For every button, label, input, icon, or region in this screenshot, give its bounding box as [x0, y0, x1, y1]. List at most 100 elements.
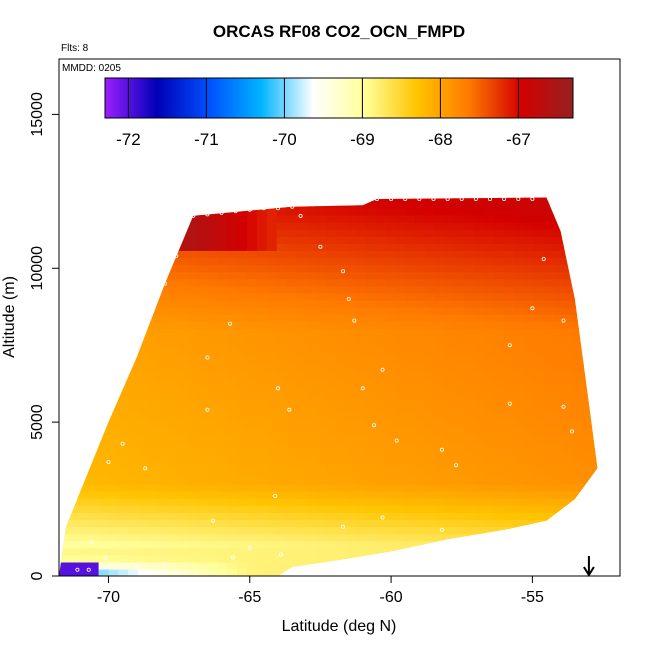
heatmap-cell [286, 420, 297, 428]
heatmap-cell [365, 491, 377, 499]
heatmap-cell [464, 561, 476, 570]
heatmap-cell [345, 420, 357, 428]
heatmap-cell [365, 328, 377, 336]
heatmap-cell [484, 314, 495, 322]
heatmap-cell [395, 292, 406, 301]
heatmap-cell [533, 512, 545, 520]
heatmap-cell [138, 469, 149, 478]
heatmap-cell [237, 200, 248, 209]
heatmap-cell [217, 229, 228, 237]
heatmap-cell [217, 399, 228, 407]
heatmap-cell [246, 300, 258, 308]
heatmap-cell [434, 250, 446, 259]
heatmap-cell [326, 399, 337, 407]
heatmap-cell [355, 197, 367, 202]
heatmap-cell [148, 278, 159, 287]
heatmap-cell [385, 271, 396, 280]
heatmap-cell [227, 321, 238, 329]
heatmap-cell [365, 363, 377, 372]
heatmap-cell [118, 554, 129, 563]
heatmap-cell [583, 356, 594, 365]
heatmap-cell [474, 498, 485, 506]
heatmap-cell [286, 384, 297, 393]
heatmap-cell [365, 476, 377, 485]
heatmap-cell [78, 377, 90, 386]
heatmap-cell [296, 307, 307, 315]
heatmap-cell [365, 427, 377, 436]
heatmap-cell [385, 222, 396, 230]
heatmap-cell [573, 187, 584, 195]
heatmap-cell [514, 441, 525, 450]
heatmap-cell [593, 229, 598, 237]
heatmap-cell [167, 229, 179, 237]
heatmap-cell [138, 448, 149, 457]
heatmap-cell [573, 328, 584, 336]
heatmap-cell [306, 307, 317, 315]
heatmap-cell [533, 271, 545, 280]
heatmap-cell [454, 321, 466, 329]
heatmap-cell [266, 498, 278, 506]
heatmap-cell [494, 533, 505, 542]
heatmap-cell [88, 257, 100, 266]
heatmap-cell [593, 441, 598, 450]
heatmap-cell [514, 200, 525, 209]
heatmap-cell [98, 462, 110, 471]
heatmap-cell [79, 187, 90, 195]
heatmap-cell [444, 250, 456, 259]
heatmap-cell [306, 356, 317, 365]
heatmap-cell [553, 399, 565, 407]
heatmap-cell [504, 484, 515, 492]
heatmap-cell [266, 384, 278, 393]
heatmap-cell [187, 561, 199, 570]
heatmap-cell [157, 300, 169, 308]
heatmap-cell [543, 462, 555, 471]
heatmap-cell [148, 264, 159, 273]
heatmap-cell [375, 406, 386, 414]
heatmap-cell [573, 533, 584, 542]
heatmap-cell [345, 533, 357, 542]
heatmap-cell [523, 314, 535, 322]
heatmap-cell [573, 462, 584, 471]
heatmap-cell [533, 328, 545, 336]
heatmap-cell [345, 314, 357, 322]
heatmap-cell [355, 370, 367, 379]
heatmap-cell [167, 257, 179, 266]
heatmap-cell [286, 413, 297, 421]
heatmap-cell [514, 434, 525, 443]
heatmap-cell [563, 342, 574, 351]
heatmap-cell [603, 350, 614, 358]
heatmap-cell [88, 215, 100, 223]
heatmap-cell [187, 356, 199, 365]
heatmap-cell [454, 342, 466, 351]
heatmap-cell [276, 314, 288, 322]
heatmap-cell [217, 476, 228, 485]
heatmap-cell [484, 484, 495, 492]
heatmap-cell [563, 512, 574, 520]
heatmap-cell [484, 222, 495, 230]
heatmap-cell [533, 363, 545, 372]
heatmap-cell [207, 342, 218, 351]
heatmap-cell [504, 285, 515, 294]
heatmap-cell [217, 264, 228, 273]
heatmap-cell [533, 540, 545, 549]
heatmap-cell [286, 349, 297, 358]
heatmap-cell [286, 243, 297, 251]
heatmap-cell [98, 427, 110, 436]
heatmap-cell [345, 307, 357, 315]
heatmap-cell [78, 229, 90, 237]
heatmap-cell [326, 321, 337, 329]
heatmap-cell [514, 427, 525, 436]
heatmap-cell [395, 285, 406, 294]
heatmap-cell [504, 215, 515, 223]
heatmap-cell [405, 540, 416, 549]
heatmap-cell [276, 363, 288, 372]
heatmap-cell [583, 314, 594, 322]
heatmap-cell [425, 377, 436, 386]
heatmap-cell [523, 377, 535, 386]
heatmap-cell [227, 370, 238, 379]
heatmap-cell [88, 264, 100, 273]
heatmap-cell [533, 498, 545, 506]
heatmap-cell [138, 200, 149, 209]
heatmap-cell [563, 278, 574, 287]
heatmap-cell [464, 476, 476, 485]
